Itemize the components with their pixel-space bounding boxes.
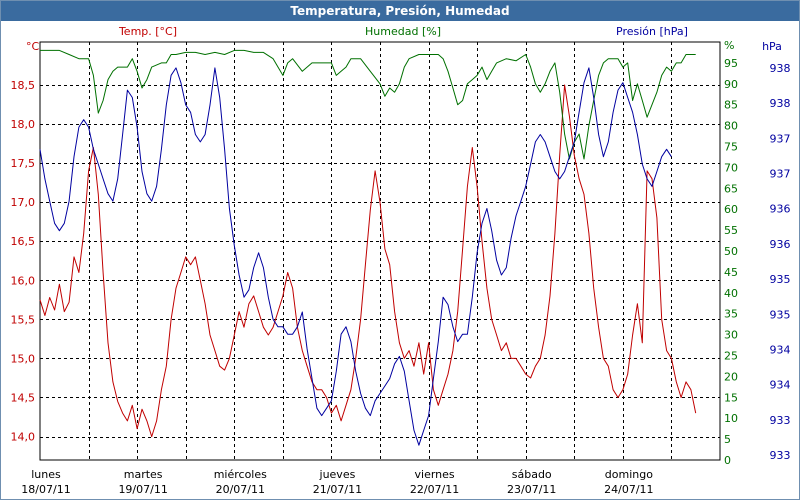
- humidity-tick-label: 95: [724, 57, 738, 70]
- pressure-tick-label: 938: [770, 62, 791, 75]
- pressure-axis-title: Presión [hPa]: [616, 25, 688, 38]
- x-tick-day: domingo: [605, 468, 653, 481]
- humidity-tick-label: 5: [724, 433, 731, 446]
- temperature-unit-label: °C: [26, 40, 40, 53]
- temperature-tick-label: 14,0: [11, 431, 36, 444]
- temperature-tick-label: 17,0: [11, 196, 36, 209]
- pressure-tick-label: 933: [770, 449, 791, 462]
- date-axis: lunes 18/07/11 martes 19/07/11 miércoles 20/0…: [21, 468, 653, 496]
- pressure-tick-label: 936: [770, 238, 791, 251]
- humidity-tick-label: 20: [724, 370, 738, 383]
- humidity-tick-label: 90: [724, 78, 738, 91]
- pressure-tick-label: 933: [770, 414, 791, 427]
- humidity-tick-label: 10: [724, 412, 738, 425]
- x-tick-date: 19/07/11: [118, 483, 167, 496]
- temperature-tick-label: 18,5: [11, 79, 36, 92]
- x-tick-date: 21/07/11: [313, 483, 362, 496]
- humidity-line: [40, 49, 696, 160]
- temperature-tick-label: 15,5: [11, 313, 36, 326]
- pressure-tick-label: 934: [770, 379, 791, 392]
- pressure-tick-label: 935: [770, 308, 791, 321]
- temperature-tick-label: 18,0: [11, 118, 36, 131]
- temperature-tick-label: 14,5: [11, 391, 36, 404]
- title-bar: [1, 1, 799, 21]
- humidity-tick-label: 40: [724, 287, 738, 300]
- humidity-tick-label: 60: [724, 203, 738, 216]
- humidity-tick-label: 65: [724, 182, 738, 195]
- x-tick-day: martes: [124, 468, 163, 481]
- x-tick-day: miércoles: [214, 468, 267, 481]
- humidity-axis-title: Humedad [%]: [365, 25, 441, 38]
- x-tick-date: 23/07/11: [507, 483, 556, 496]
- pressure-tick-label: 937: [770, 132, 791, 145]
- humidity-tick-label: 15: [724, 391, 738, 404]
- x-tick-date: 20/07/11: [216, 483, 265, 496]
- humidity-tick-label: 50: [724, 245, 738, 258]
- humidity-tick-label: 30: [724, 329, 738, 342]
- x-tick-date: 22/07/11: [410, 483, 459, 496]
- humidity-tick-label: 70: [724, 161, 738, 174]
- pressure-unit-label: hPa: [762, 40, 782, 53]
- x-tick-day: jueves: [319, 468, 356, 481]
- humidity-tick-label: 55: [724, 224, 738, 237]
- humidity-tick-label: 80: [724, 120, 738, 133]
- x-tick-date: 24/07/11: [604, 483, 653, 496]
- temperature-axis: 18,5 18,0 17,5 17,0 16,5 16,0 15,5 15,0 14,5 14,0: [11, 79, 36, 444]
- pressure-tick-label: 936: [770, 203, 791, 216]
- humidity-tick-label: 85: [724, 99, 738, 112]
- temperature-tick-label: 16,0: [11, 274, 36, 287]
- pressure-tick-label: 937: [770, 168, 791, 181]
- humidity-tick-label: 45: [724, 266, 738, 279]
- humidity-tick-label: 0: [724, 454, 731, 467]
- humidity-tick-label: 25: [724, 350, 738, 363]
- temperature-tick-label: 15,0: [11, 352, 36, 365]
- plot-area: [39, 41, 721, 461]
- chart-title: Temperatura, Presión, Humedad: [290, 4, 510, 18]
- x-tick-day: sábado: [512, 468, 552, 481]
- humidity-tick-label: %: [724, 39, 734, 52]
- pressure-line: [39, 67, 672, 446]
- temperature-tick-label: 17,5: [11, 157, 36, 170]
- temperature-axis-title: Temp. [°C]: [118, 25, 177, 38]
- series-layer: [39, 49, 697, 446]
- pressure-tick-label: 938: [770, 97, 791, 110]
- humidity-tick-label: 35: [724, 308, 738, 321]
- pressure-tick-label: 934: [770, 343, 791, 356]
- humidity-tick-label: 75: [724, 141, 738, 154]
- x-tick-day: lunes: [31, 468, 61, 481]
- temperature-tick-label: 16,5: [11, 235, 36, 248]
- x-tick-day: viernes: [415, 468, 455, 481]
- grid-lines: [40, 42, 720, 460]
- pressure-tick-label: 935: [770, 273, 791, 286]
- temperature-line: [39, 84, 697, 438]
- x-tick-date: 18/07/11: [21, 483, 70, 496]
- pressure-axis: 938 938 937 937 936 936 935 935 934 934 933 933: [770, 62, 791, 462]
